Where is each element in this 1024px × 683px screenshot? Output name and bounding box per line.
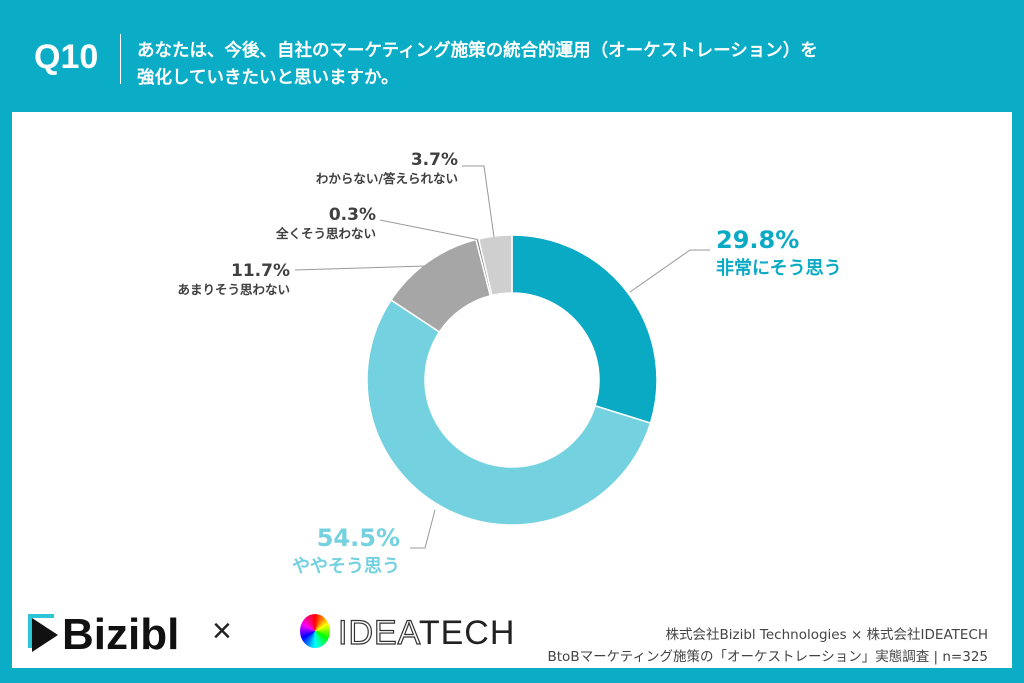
credit-line-1: 株式会社Bizibl Technologies × 株式会社IDEATECH [665, 627, 988, 643]
leader-line [629, 249, 710, 293]
percent-label: 11.7% [231, 261, 290, 281]
leader-line [462, 165, 495, 238]
category-label: 非常にそう思う [716, 257, 842, 279]
bizibl-logo: Bizibl [32, 610, 179, 660]
category-label: あまりそう思わない [177, 282, 290, 297]
rgb-circle-icon [300, 614, 330, 648]
category-label: ややそう思う [292, 556, 400, 577]
leader-line [294, 265, 426, 271]
leader-line [410, 509, 436, 549]
percent-label: 0.3% [329, 205, 376, 225]
percent-label: 29.8% [716, 226, 799, 254]
divider [120, 34, 121, 84]
percent-label: 3.7% [411, 150, 458, 170]
donut-slice [366, 298, 652, 526]
category-label: 全くそう思わない [275, 226, 376, 241]
credit: 株式会社Bizibl Technologies × 株式会社IDEATECH B… [548, 624, 989, 668]
chart-panel [12, 112, 1012, 668]
credit-line-2: BtoBマーケティング施策の「オーケストレーション」実態調査 | n=325 [547, 649, 989, 665]
question-number: Q10 [34, 38, 99, 76]
percent-label: 54.5% [317, 524, 400, 552]
question-line-2: 強化していきたいと思いますか。 [137, 68, 399, 88]
question-line-1: あなたは、今後、自社のマーケティング施策の統合的運用（オーケストレーション）を [137, 41, 818, 61]
leader-line [379, 219, 481, 241]
donut-slice [477, 234, 513, 297]
category-label: わからない/答えられない [316, 171, 458, 186]
question-text: あなたは、今後、自社のマーケティング施策の統合的運用（オーケストレーション）を … [137, 38, 997, 92]
ideatech-logo: IDEATECH [300, 613, 515, 653]
cross-symbol: × [212, 612, 232, 650]
play-icon [32, 618, 58, 652]
donut-slice [511, 234, 658, 425]
